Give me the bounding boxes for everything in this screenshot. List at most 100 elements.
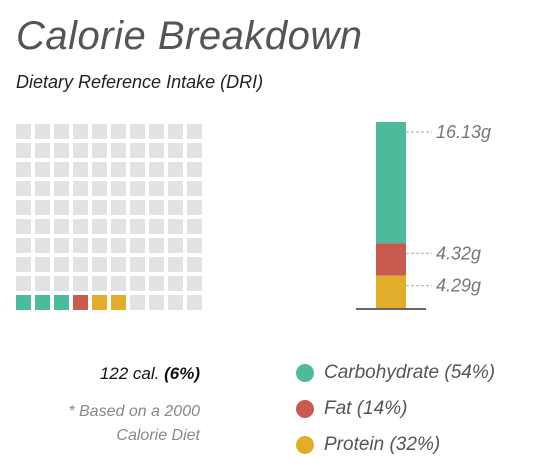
waffle-cell-empty [130, 295, 145, 310]
legend-item-protein: Protein (32%) [296, 427, 495, 463]
waffle-cell-empty [130, 143, 145, 158]
waffle-cell-empty [187, 124, 202, 139]
legend-label-fat: Fat (14%) [324, 398, 407, 420]
waffle-cell-empty [16, 219, 31, 234]
waffle-cell-empty [35, 219, 50, 234]
waffle-cell-empty [168, 257, 183, 272]
waffle-cell-empty [149, 219, 164, 234]
waffle-cell-empty [187, 295, 202, 310]
waffle-cell-empty [149, 124, 164, 139]
waffle-cell-empty [111, 124, 126, 139]
waffle-cell-empty [130, 238, 145, 253]
waffle-cell-empty [92, 124, 107, 139]
waffle-cell-empty [16, 181, 31, 196]
waffle-cell-empty [111, 143, 126, 158]
waffle-cell-empty [130, 124, 145, 139]
waffle-cell-empty [187, 276, 202, 291]
waffle-cell-empty [187, 257, 202, 272]
bar-segment-carbohydrate [376, 122, 406, 243]
waffle-cell-empty [54, 257, 69, 272]
waffle-cell-empty [92, 200, 107, 215]
waffle-cell-empty [92, 219, 107, 234]
waffle-cell-empty [92, 257, 107, 272]
legend-label-carbohydrate: Carbohydrate (54%) [324, 362, 495, 384]
waffle-cell-empty [111, 200, 126, 215]
waffle-cell-empty [54, 162, 69, 177]
waffle-cell-empty [92, 181, 107, 196]
calorie-percent: (6%) [164, 364, 200, 383]
waffle-cell-empty [16, 257, 31, 272]
waffle-cell-empty [73, 257, 88, 272]
waffle-cell-empty [111, 219, 126, 234]
waffle-cell-empty [16, 124, 31, 139]
waffle-cell-empty [149, 238, 164, 253]
waffle-cell-empty [54, 276, 69, 291]
waffle-cell-empty [168, 219, 183, 234]
waffle-cell-empty [187, 219, 202, 234]
waffle-cell-empty [73, 162, 88, 177]
waffle-cell-empty [16, 276, 31, 291]
waffle-cell-empty [54, 124, 69, 139]
waffle-cell-empty [168, 181, 183, 196]
waffle-cell-empty [35, 143, 50, 158]
waffle-cell-empty [130, 276, 145, 291]
waffle-cell-empty [187, 238, 202, 253]
waffle-cell-empty [35, 200, 50, 215]
waffle-cell-empty [187, 143, 202, 158]
waffle-cell-empty [168, 200, 183, 215]
calorie-summary: 122 cal. (6%) [16, 364, 200, 384]
waffle-cell-empty [92, 276, 107, 291]
waffle-cell-empty [130, 200, 145, 215]
waffle-cell-empty [149, 162, 164, 177]
waffle-cell-empty [187, 181, 202, 196]
waffle-cell-empty [111, 162, 126, 177]
bar-value-label-fat: 4.32g [436, 243, 481, 263]
waffle-cell-empty [168, 124, 183, 139]
waffle-cell-empty [16, 200, 31, 215]
waffle-cell-empty [16, 238, 31, 253]
legend-label-protein: Protein (32%) [324, 434, 440, 456]
bar-segment-protein [376, 276, 406, 308]
footnote-line-1: * Based on a 2000 [16, 400, 200, 424]
waffle-cell-empty [92, 143, 107, 158]
waffle-cell-empty [111, 257, 126, 272]
waffle-cell-empty [149, 276, 164, 291]
waffle-cell-empty [35, 257, 50, 272]
waffle-cell-empty [168, 295, 183, 310]
waffle-cell-empty [73, 124, 88, 139]
waffle-cell-empty [168, 276, 183, 291]
calorie-value: 122 cal. [100, 364, 160, 383]
diet-footnote: * Based on a 2000 Calorie Diet [16, 400, 200, 448]
carbohydrate-dot-icon [296, 364, 314, 382]
waffle-cell-empty [168, 143, 183, 158]
waffle-cell-protein [111, 295, 126, 310]
waffle-cell-empty [130, 219, 145, 234]
waffle-cell-empty [149, 295, 164, 310]
bar-value-label-protein: 4.29g [436, 276, 481, 296]
waffle-cell-empty [149, 257, 164, 272]
waffle-cell-empty [168, 162, 183, 177]
waffle-cell-empty [111, 276, 126, 291]
waffle-cell-empty [73, 238, 88, 253]
waffle-cell-empty [73, 143, 88, 158]
waffle-cell-empty [73, 219, 88, 234]
fat-dot-icon [296, 400, 314, 418]
waffle-cell-empty [92, 238, 107, 253]
waffle-cell-protein [92, 295, 107, 310]
waffle-cell-carbohydrate [35, 295, 50, 310]
waffle-cell-empty [73, 200, 88, 215]
chart-subtitle: Dietary Reference Intake (DRI) [16, 72, 263, 93]
protein-dot-icon [296, 436, 314, 454]
waffle-cell-carbohydrate [54, 295, 69, 310]
waffle-cell-empty [54, 181, 69, 196]
waffle-cell-empty [35, 181, 50, 196]
bar-segment-fat [376, 243, 406, 275]
waffle-cell-empty [35, 238, 50, 253]
waffle-cell-empty [111, 238, 126, 253]
waffle-chart [16, 124, 206, 314]
waffle-cell-empty [73, 276, 88, 291]
chart-title: Calorie Breakdown [16, 14, 362, 59]
waffle-cell-fat [73, 295, 88, 310]
waffle-cell-empty [149, 143, 164, 158]
bar-value-label-carbohydrate: 16.13g [436, 122, 491, 142]
